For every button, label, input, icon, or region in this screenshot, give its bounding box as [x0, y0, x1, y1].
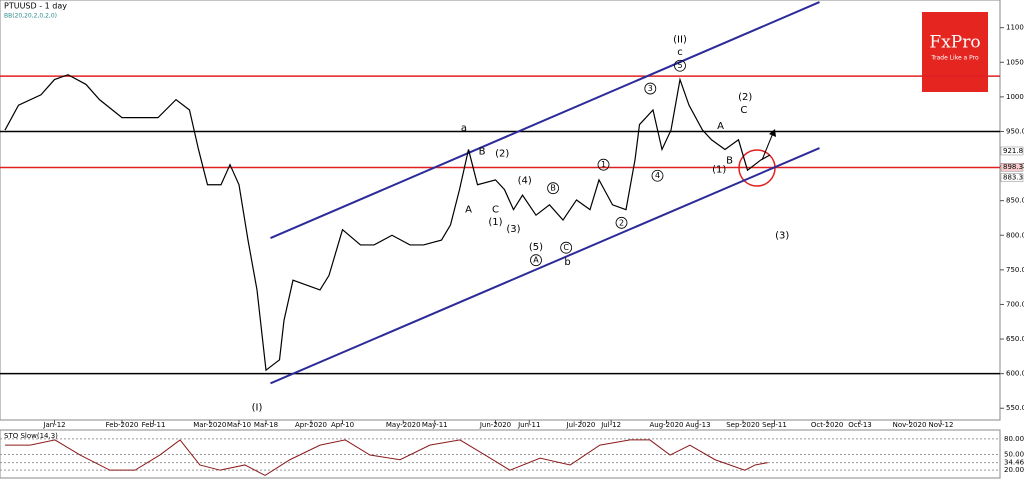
- x-tick-label: Feb-2020: [106, 421, 139, 429]
- y-tick-label: 950.0: [1006, 127, 1024, 135]
- x-tick-label: Sep-11: [762, 421, 787, 429]
- wave-label: a: [461, 123, 467, 134]
- y-tick-label: 850.0: [1006, 197, 1024, 205]
- wave-label: (I): [252, 403, 263, 414]
- wave-label: (3): [506, 224, 520, 235]
- x-tick-label: Mar-10: [227, 421, 251, 429]
- wave-label: B: [479, 147, 486, 158]
- price-tag-label: 883.3: [1003, 174, 1023, 182]
- wave-circle: [674, 59, 686, 72]
- price-tag-label: 898.3: [1003, 163, 1023, 171]
- wave-label: 5: [677, 61, 682, 70]
- logo-tagline: Trade Like a Pro: [930, 55, 979, 62]
- wave-label: (2): [495, 149, 509, 160]
- oscillator-title: STO Slow(14,3): [4, 432, 58, 440]
- wave-label: A: [717, 121, 724, 132]
- price-tag: [1000, 162, 1024, 172]
- osc-tick-label: 20.00: [1004, 466, 1024, 474]
- wave-circle: [644, 82, 657, 95]
- oscillator-frame: [0, 429, 1001, 479]
- x-tick-label: May-2020: [386, 421, 421, 429]
- osc-tick-label: 34.46: [1004, 459, 1024, 467]
- wave-label: C: [740, 105, 747, 116]
- wave-label: (4): [518, 176, 532, 187]
- wave-label: B: [726, 156, 733, 167]
- x-tick-label: May-11: [422, 421, 448, 429]
- wave-label: C: [492, 205, 499, 216]
- y-tick-label: 750.0: [1006, 266, 1024, 274]
- y-tick-label: 1050.0: [1006, 58, 1024, 66]
- y-tick-label: 650.0: [1006, 335, 1024, 343]
- y-tick-label: 700.0: [1006, 300, 1024, 308]
- x-tick-label: Aug-13: [685, 421, 710, 429]
- x-tick-label: Oct-2020: [811, 421, 843, 429]
- x-tick-label: Mar-2020: [193, 421, 226, 429]
- wave-label: 2: [619, 218, 624, 227]
- logo-box: [922, 12, 988, 92]
- x-tick-label: Mar-18: [254, 421, 278, 429]
- wave-circle: [651, 169, 664, 182]
- price-tag: [1000, 146, 1024, 156]
- oscillator-line: [5, 439, 768, 476]
- channel-line: [270, 147, 820, 385]
- wave-circle: [547, 182, 559, 195]
- wave-circle: [615, 216, 628, 229]
- x-tick-label: Jun-11: [517, 421, 540, 429]
- x-tick-label: Jan-12: [42, 421, 65, 429]
- x-tick-label: Jun-2020: [479, 421, 511, 429]
- wave-label: (II): [673, 34, 687, 45]
- wave-circle: [530, 254, 542, 267]
- price-tag-label: 921.8: [1003, 147, 1023, 155]
- x-tick-label: Jul-2020: [566, 421, 596, 429]
- wave-label: B: [550, 184, 556, 193]
- wave-label: C: [563, 243, 569, 252]
- arrow-head: [769, 129, 776, 137]
- x-tick-label: Oct-13: [848, 421, 872, 429]
- wave-label: (1): [488, 217, 502, 228]
- wave-circle: [560, 241, 573, 254]
- wave-label: b: [564, 257, 570, 268]
- wave-label: 1: [601, 160, 606, 169]
- y-tick-label: 1100.0: [1006, 24, 1024, 32]
- wave-circle: [597, 158, 610, 171]
- wave-label: (3): [775, 230, 789, 241]
- price-tag: [1000, 173, 1024, 182]
- y-tick-label: 550.0: [1006, 404, 1024, 412]
- x-tick-label: Feb-11: [142, 421, 166, 429]
- chart-title: PTUUSD - 1 day: [4, 2, 67, 11]
- wave-label: (2): [738, 92, 752, 103]
- logo-name: FxPro: [929, 33, 980, 53]
- y-tick-label: 600.0: [1006, 370, 1024, 378]
- y-tick-label: 800.0: [1006, 231, 1024, 239]
- x-tick-label: Apr-2020: [295, 421, 327, 429]
- price-line: [4, 74, 771, 372]
- indicator-label: BB(20,20,2,0,2,0): [4, 13, 57, 20]
- plot-frame: [0, 0, 1001, 421]
- wave-label: (5): [529, 242, 543, 253]
- x-tick-label: Nov-12: [929, 421, 954, 429]
- arrow: [761, 132, 774, 161]
- wave-label: 3: [648, 84, 653, 93]
- x-tick-label: Nov-2020: [893, 421, 927, 429]
- wave-label: c: [677, 47, 683, 58]
- x-tick-label: Jul-12: [600, 421, 621, 429]
- wave-label: (1): [712, 165, 726, 176]
- osc-tick-label: 50.00: [1004, 451, 1024, 459]
- wave-label: 4: [655, 171, 660, 180]
- x-tick-label: Apr-10: [331, 421, 354, 429]
- osc-tick-label: 80.00: [1004, 435, 1024, 443]
- x-tick-label: Sep-2020: [726, 421, 760, 429]
- y-tick-label: 1000.0: [1006, 93, 1024, 101]
- channel-line: [270, 1, 820, 239]
- wave-label: A: [533, 256, 539, 265]
- x-tick-label: Aug-2020: [649, 421, 683, 429]
- wave-label: A: [465, 205, 472, 216]
